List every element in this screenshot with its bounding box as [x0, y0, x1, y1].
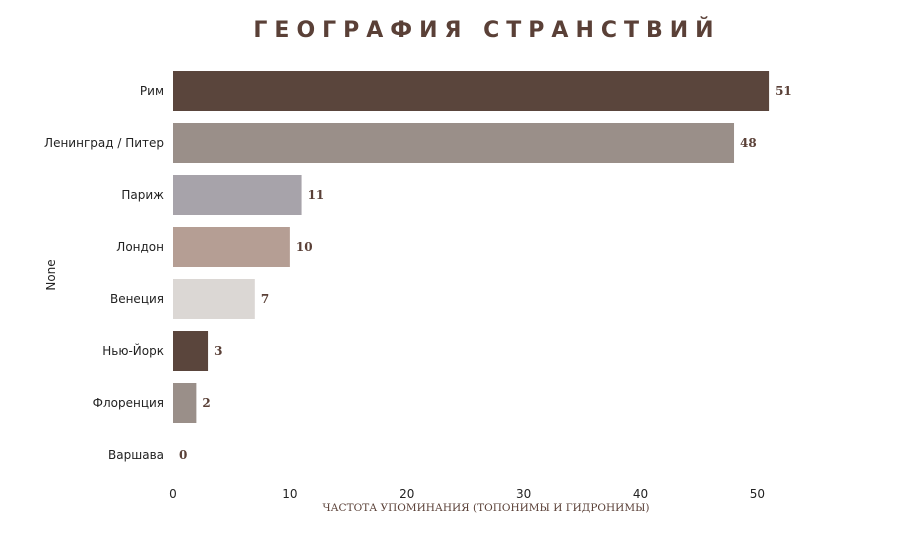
value-labels: 51 48 11 10 7 3 2 0: [179, 84, 792, 462]
value-label: 51: [775, 84, 792, 98]
bar: [173, 331, 209, 371]
x-tick-label: 50: [750, 487, 765, 501]
x-axis-title: ЧАСТОТА УПОМИНАНИЯ (ТОПОНИМЫ И ГИДРОНИМЫ…: [322, 502, 649, 514]
value-label: 0: [179, 448, 187, 462]
y-axis-label: Венеция: [110, 292, 164, 306]
y-axis-label: Рим: [140, 84, 164, 98]
y-axis-label: Лондон: [116, 240, 164, 254]
x-tick-label: 0: [169, 487, 177, 501]
bar: [173, 123, 735, 163]
bar: [173, 175, 302, 215]
y-axis-label: Варшава: [108, 448, 164, 462]
bar: [173, 383, 197, 423]
x-tick-label: 20: [399, 487, 414, 501]
value-label: 10: [296, 240, 313, 254]
x-tick-label: 40: [633, 487, 648, 501]
x-axis-ticks: 0 10 20 30 40 50: [169, 487, 765, 501]
y-axis-label: Нью-Йорк: [102, 343, 164, 358]
bar: [173, 279, 255, 319]
x-tick-label: 10: [282, 487, 297, 501]
value-label: 2: [202, 396, 210, 410]
bar: [173, 71, 770, 111]
y-axis-title: None: [44, 259, 58, 290]
y-axis-label: Флоренция: [93, 396, 164, 410]
value-label: 3: [214, 344, 222, 358]
x-tick-label: 30: [516, 487, 531, 501]
value-label: 11: [308, 188, 325, 202]
chart-title: ГЕОГРАФИЯ СТРАНСТВИЙ: [253, 17, 720, 43]
y-axis-label: Ленинград / Питер: [44, 136, 164, 150]
y-axis-labels: Рим Ленинград / Питер Париж Лондон Венеция Нь…: [44, 84, 164, 462]
value-label: 48: [740, 136, 757, 150]
bar: [173, 227, 290, 267]
value-label: 7: [261, 292, 269, 306]
bars-layer: [173, 71, 770, 423]
y-axis-label: Париж: [121, 188, 164, 202]
